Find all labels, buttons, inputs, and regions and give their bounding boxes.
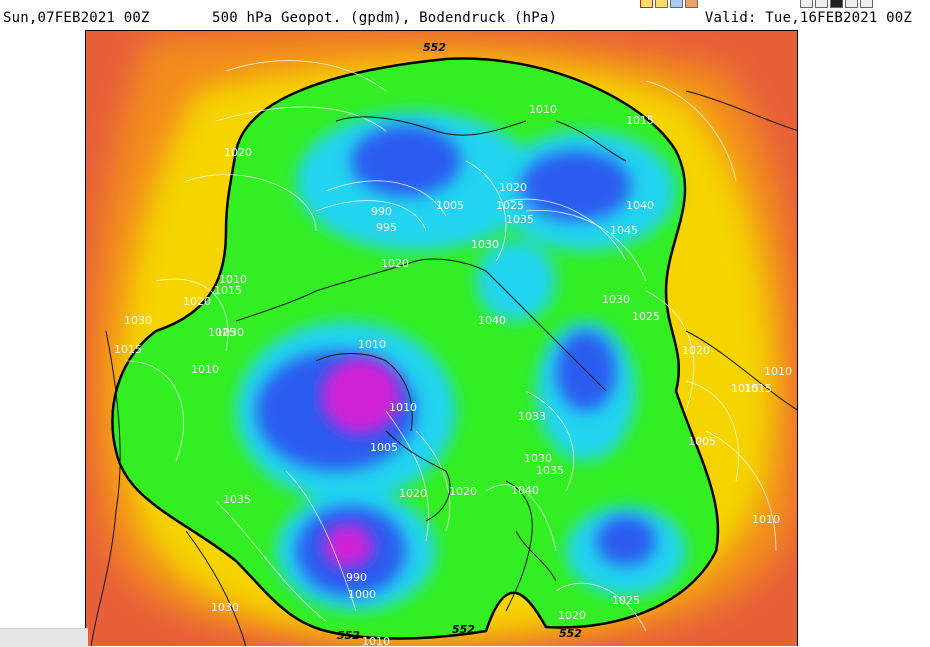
isobars [125,60,777,632]
isobar-label: 1025 [496,199,524,212]
isobar-label: 1025 [208,326,236,339]
isobar-label: 1010 [191,363,219,376]
isobar-label: 1030 [602,293,630,306]
timestep-button[interactable] [800,0,813,8]
isobar-label: 1015 [626,114,654,127]
header-bar: Sun,07FEB2021 00Z 500 hPa Geopot. (gpdm)… [0,0,930,30]
chart-title: 500 hPa Geopot. (gpdm), Bodendruck (hPa) [212,10,558,26]
isobar-label: 1030 [524,452,552,465]
isobar-label: 1010 [362,635,390,646]
isobar-label: 1030 [216,326,244,339]
isobar-label: 995 [376,221,397,234]
field-magenta [321,358,401,568]
isobar-label: 1020 [183,295,211,308]
isobar-label: 1010 [529,103,557,116]
param-button[interactable] [685,0,698,8]
isobar-label: 1020 [449,485,477,498]
isobar-label: 1040 [626,199,654,212]
weather-map: 1010 1015 1020 990 995 1005 1020 1025 10… [85,30,798,646]
isobar-label: 990 [371,205,392,218]
timestep-buttons [800,0,873,8]
isobar-label: 990 [346,571,367,584]
isobar-label: 1005 [436,199,464,212]
isobar-label: 1020 [224,146,252,159]
isobar-label: 1020 [399,487,427,500]
isobar-label: 1025 [612,594,640,607]
isobar-label: 1015 [214,284,242,297]
isobar-label: 1040 [478,314,506,327]
isobar-label: 1005 [688,435,716,448]
valid-time-label: Valid: Tue,16FEB2021 00Z [704,10,912,26]
isobar-label: 1005 [370,441,398,454]
isobar-label: 1015 [744,382,772,395]
height-label-552: 552 [337,629,360,642]
height-label-552: 552 [423,41,446,54]
isobar-label: 1010 [219,273,247,286]
isobar-label: 1020 [682,344,710,357]
coastlines [90,90,797,646]
isobar-label: 1020 [558,609,586,622]
isobar-label: 1010 [358,338,386,351]
param-button[interactable] [655,0,668,8]
param-button[interactable] [640,0,653,8]
isobar-label: 1035 [506,213,534,226]
timestep-button[interactable] [860,0,873,8]
parameter-buttons [640,0,698,8]
isobar-label: 1010 [389,401,417,414]
map-canvas: 1010 1015 1020 990 995 1005 1020 1025 10… [86,31,797,646]
isobar-label: 1045 [610,224,638,237]
isobar-label: 1030 [211,601,239,614]
isobar-label: 1040 [511,484,539,497]
isobar-label: 1035 [536,464,564,477]
isobar-label: 1020 [499,181,527,194]
timestep-button[interactable] [815,0,828,8]
timestep-button[interactable] [845,0,858,8]
timestep-button[interactable] [830,0,843,8]
isobar-label: 1000 [348,588,376,601]
isobar-label: 1010 [752,513,780,526]
isobar-label: 1020 [381,257,409,270]
isobar-label: 1035 [223,493,251,506]
isobar-label: 1010 [764,365,792,378]
scrollbar-corner[interactable] [0,628,88,647]
isobar-label: 1025 [632,310,660,323]
height-label-552: 552 [452,623,475,636]
run-time-label: Sun,07FEB2021 00Z [3,10,150,26]
isobar-label: 1030 [124,314,152,327]
isobar-label: 1030 [471,238,499,251]
param-button[interactable] [670,0,683,8]
height-labels: 552 552 552 552 [337,41,582,642]
isobar-label: 1015 [731,382,759,395]
height-label-552: 552 [559,627,582,640]
isobar-label: 1033 [518,410,546,423]
isobar-labels: 1010 1015 1020 990 995 1005 1020 1025 10… [114,103,792,646]
isobar-label: 1015 [114,343,142,356]
